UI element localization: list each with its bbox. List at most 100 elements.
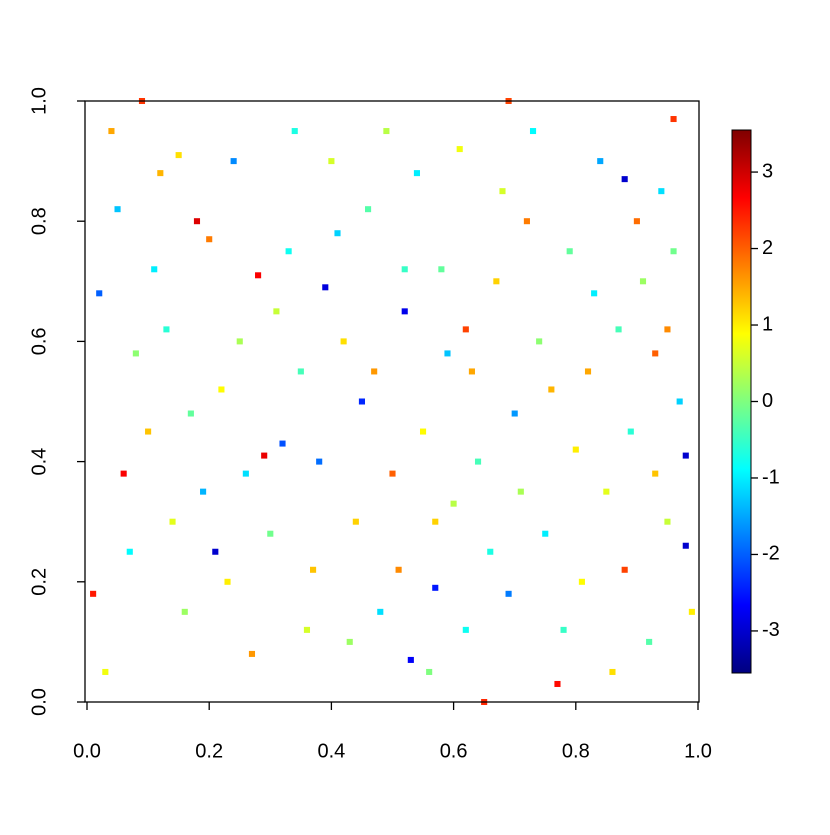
cell — [688, 608, 695, 615]
cell — [352, 518, 359, 525]
cell — [438, 266, 445, 273]
cell — [279, 440, 286, 447]
x-tick-label: 0.6 — [440, 740, 468, 762]
cell — [248, 650, 256, 657]
cell — [236, 338, 243, 345]
cell — [126, 548, 133, 555]
y-tick-label: 0.6 — [28, 327, 50, 355]
cell — [474, 458, 482, 465]
cell — [328, 158, 335, 165]
cell — [615, 326, 622, 333]
colorbar-tick-label: 0 — [762, 390, 773, 412]
cell — [108, 128, 115, 135]
cell — [365, 206, 372, 213]
cell — [456, 146, 463, 153]
cell — [377, 608, 384, 615]
x-tick-label: 0.4 — [317, 740, 345, 762]
cell — [621, 176, 628, 183]
cell — [316, 458, 323, 465]
cell — [652, 350, 659, 357]
cell — [426, 668, 433, 675]
cell — [536, 338, 543, 345]
cell — [682, 542, 689, 549]
cell — [413, 170, 420, 177]
cell — [181, 608, 188, 615]
colorbar-tick-label: 2 — [762, 237, 773, 259]
cell — [499, 188, 506, 195]
cell — [548, 386, 555, 393]
cell — [682, 452, 689, 459]
cell — [358, 398, 366, 405]
cell — [163, 326, 170, 333]
colorbar-tick-label: 3 — [762, 160, 773, 182]
cell — [255, 272, 262, 279]
cell — [212, 548, 219, 555]
cell — [670, 116, 677, 123]
cell — [230, 158, 237, 165]
colorbar-tick-label: -2 — [762, 543, 780, 565]
cell — [193, 218, 201, 225]
cell — [468, 368, 475, 375]
cell — [542, 530, 549, 537]
cell — [187, 410, 194, 417]
cell — [493, 278, 500, 285]
cell — [291, 128, 298, 135]
cell — [285, 248, 292, 255]
cell — [200, 488, 207, 495]
cell — [646, 638, 653, 645]
x-tick-label: 0.8 — [562, 740, 590, 762]
cell — [218, 386, 225, 393]
y-tick-label: 0.4 — [28, 448, 50, 476]
cell — [267, 530, 274, 537]
cell — [578, 578, 585, 585]
cell — [529, 128, 537, 135]
cell — [652, 470, 659, 477]
cell — [450, 500, 457, 507]
cell — [462, 626, 469, 633]
colorbar — [731, 129, 752, 674]
cell — [523, 218, 530, 225]
colorbar-tick-label: -3 — [762, 619, 780, 641]
cell — [206, 236, 213, 243]
cell — [664, 326, 671, 333]
cell — [432, 518, 439, 525]
cell — [627, 428, 634, 435]
cell — [633, 218, 640, 225]
cell — [554, 680, 561, 687]
x-tick-label: 0.2 — [195, 740, 223, 762]
cell — [560, 626, 567, 633]
colorbar-tick-label: -1 — [762, 466, 780, 488]
cell — [132, 350, 139, 357]
cell — [310, 566, 317, 573]
cell — [157, 170, 164, 177]
cell — [175, 152, 182, 159]
cell — [334, 230, 341, 237]
cell — [566, 248, 573, 255]
cell — [401, 308, 408, 315]
y-tick-label: 0.2 — [28, 568, 50, 596]
cell — [273, 308, 280, 315]
cell — [487, 548, 494, 555]
cell — [603, 488, 610, 495]
cell — [597, 158, 604, 165]
cell — [297, 368, 304, 375]
cell — [670, 248, 677, 255]
cell — [639, 278, 647, 285]
x-tick-label: 1.0 — [684, 740, 712, 762]
cell — [371, 368, 378, 375]
y-tick-label: 1.0 — [28, 87, 50, 115]
cell — [407, 656, 414, 663]
cell — [462, 326, 469, 333]
cell — [120, 470, 127, 477]
cell — [395, 566, 402, 573]
cell — [151, 266, 158, 273]
cell — [432, 584, 439, 591]
cell — [145, 428, 152, 435]
cell — [609, 668, 616, 675]
cell — [90, 590, 97, 597]
cell — [114, 206, 121, 213]
cell — [444, 350, 451, 357]
cell — [322, 284, 329, 291]
y-tick-label: 0.0 — [28, 688, 50, 716]
